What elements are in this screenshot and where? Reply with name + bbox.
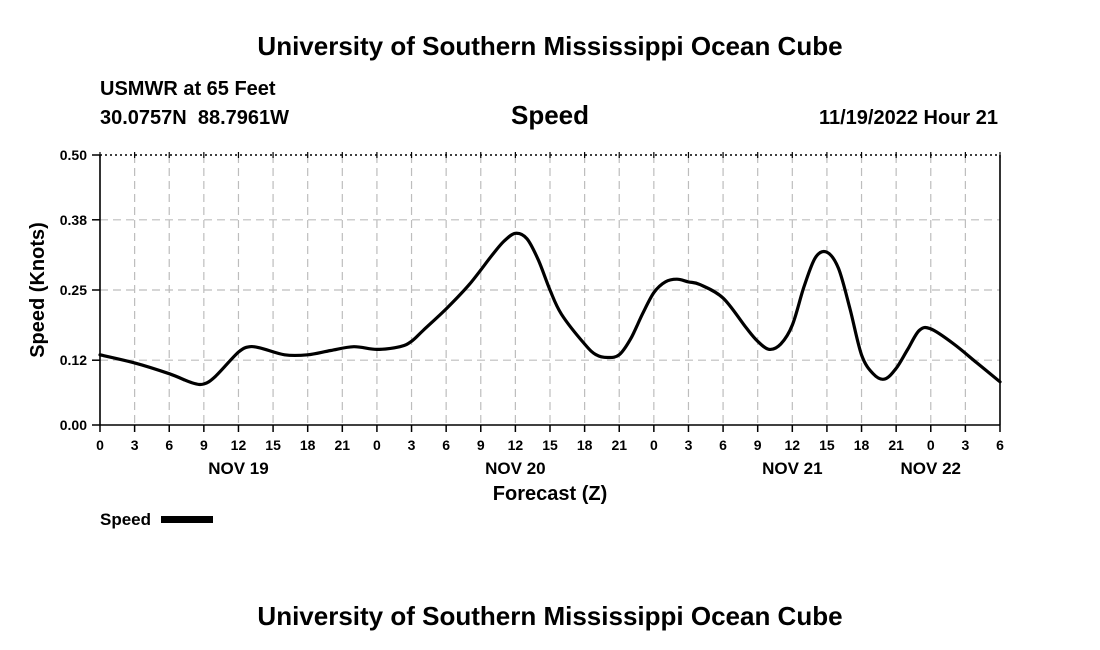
x-tick-label: 21 bbox=[888, 437, 904, 453]
x-tick-label: 6 bbox=[996, 437, 1004, 453]
y-tick-label: 0.12 bbox=[60, 352, 87, 368]
date-label: NOV 19 bbox=[208, 459, 268, 478]
x-tick-label: 0 bbox=[650, 437, 658, 453]
x-tick-label: 0 bbox=[96, 437, 104, 453]
x-tick-label: 6 bbox=[442, 437, 450, 453]
x-axis-title: Forecast (Z) bbox=[493, 483, 607, 505]
date-labels: NOV 19 NOV 20 NOV 21 NOV 22 bbox=[208, 459, 961, 478]
x-tick-label: 21 bbox=[335, 437, 351, 453]
x-tick-label: 18 bbox=[577, 437, 593, 453]
x-tick-label: 3 bbox=[685, 437, 693, 453]
x-tick-label: 12 bbox=[508, 437, 524, 453]
x-tick-label: 6 bbox=[165, 437, 173, 453]
x-tick-label: 3 bbox=[131, 437, 139, 453]
legend: Speed bbox=[100, 510, 213, 529]
x-tick-label: 12 bbox=[785, 437, 801, 453]
x-tick-labels: 0 3 6 9 12 15 18 21 0 3 6 9 12 15 18 21 0 3 6 9 12 15 18 21 0 3 6 bbox=[96, 437, 1004, 453]
y-axis-title: Speed (Knots) bbox=[27, 222, 49, 358]
y-tick-label: 0.50 bbox=[60, 147, 87, 163]
x-tick-label: 3 bbox=[408, 437, 416, 453]
chart-main-title: University of Southern Mississippi Ocean… bbox=[257, 31, 842, 61]
x-tick-label: 3 bbox=[961, 437, 969, 453]
x-tick-label: 12 bbox=[231, 437, 247, 453]
x-tick-label: 15 bbox=[542, 437, 558, 453]
x-tick-label: 21 bbox=[611, 437, 627, 453]
series-group bbox=[98, 231, 1002, 387]
x-tick-label: 15 bbox=[819, 437, 835, 453]
speed-series-line bbox=[98, 231, 1002, 387]
x-tick-label: 18 bbox=[300, 437, 316, 453]
legend-swatch bbox=[161, 516, 213, 523]
y-tick-labels: 0.00 0.12 0.25 0.38 0.50 bbox=[60, 147, 87, 433]
date-label: NOV 22 bbox=[901, 459, 961, 478]
timestamp-label: 11/19/2022 Hour 21 bbox=[819, 107, 998, 129]
x-tick-label: 9 bbox=[754, 437, 762, 453]
footer-title: University of Southern Mississippi Ocean… bbox=[257, 601, 842, 631]
x-tick-label: 6 bbox=[719, 437, 727, 453]
y-tick-label: 0.38 bbox=[60, 212, 87, 228]
x-tick-label: 0 bbox=[927, 437, 935, 453]
y-tick-label: 0.25 bbox=[60, 282, 87, 298]
date-label: NOV 21 bbox=[762, 459, 822, 478]
x-tick-label: 9 bbox=[200, 437, 208, 453]
tick-marks bbox=[92, 152, 1001, 432]
x-tick-label: 0 bbox=[373, 437, 381, 453]
legend-label: Speed bbox=[100, 510, 151, 529]
x-tick-label: 9 bbox=[477, 437, 485, 453]
coordinates-label: 30.0757N 88.7961W bbox=[100, 107, 289, 129]
variable-title: Speed bbox=[511, 100, 589, 130]
y-tick-label: 0.00 bbox=[60, 417, 87, 433]
date-label: NOV 20 bbox=[485, 459, 545, 478]
station-label: USMWR at 65 Feet bbox=[100, 78, 276, 100]
x-tick-label: 18 bbox=[854, 437, 870, 453]
x-tick-label: 15 bbox=[265, 437, 281, 453]
